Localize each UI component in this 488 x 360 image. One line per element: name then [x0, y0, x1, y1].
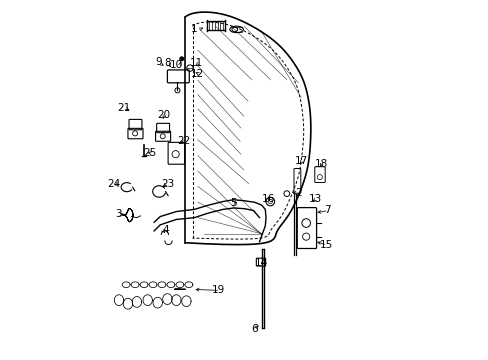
- Text: 10: 10: [169, 60, 183, 70]
- Text: 25: 25: [142, 148, 156, 158]
- Text: 6: 6: [251, 324, 257, 334]
- Text: 19: 19: [212, 285, 225, 296]
- Text: 8: 8: [164, 58, 170, 68]
- Text: 23: 23: [161, 179, 174, 189]
- Text: 24: 24: [107, 179, 120, 189]
- Text: 21: 21: [118, 103, 131, 113]
- Text: 13: 13: [308, 194, 322, 204]
- Text: 20: 20: [157, 110, 170, 120]
- Text: 11: 11: [189, 58, 203, 68]
- Text: 3: 3: [115, 209, 122, 219]
- Text: 5: 5: [229, 198, 236, 208]
- Text: 22: 22: [177, 136, 190, 146]
- Text: 16: 16: [262, 194, 275, 204]
- Text: 12: 12: [191, 69, 204, 79]
- Text: 7: 7: [324, 206, 330, 216]
- Text: 18: 18: [314, 159, 327, 169]
- Circle shape: [180, 57, 183, 60]
- Text: 15: 15: [319, 240, 332, 250]
- Text: 4: 4: [162, 225, 168, 235]
- Text: 9: 9: [155, 57, 162, 67]
- Text: 1: 1: [191, 24, 197, 35]
- Text: 17: 17: [295, 156, 308, 166]
- Text: 14: 14: [255, 258, 268, 268]
- Text: 2: 2: [294, 188, 301, 198]
